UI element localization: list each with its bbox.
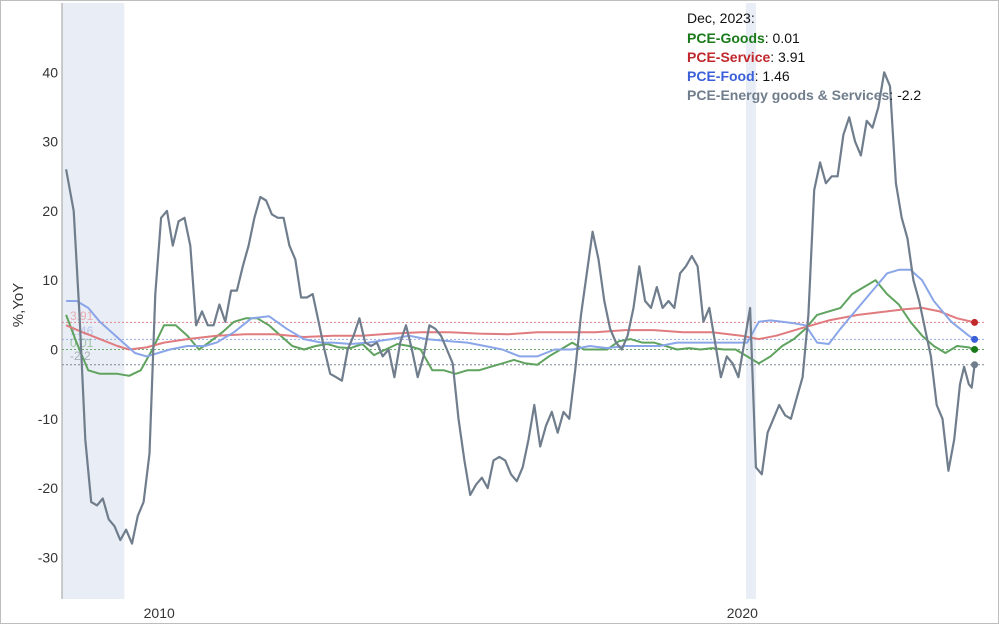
legend-title: Dec, 2023: — [687, 10, 755, 26]
legend-entry: PCE-Goods: 0.01 — [687, 30, 800, 46]
y-axis-label: %,YoY — [10, 283, 27, 327]
series-lines — [65, 71, 976, 545]
x-tick-label: 2020 — [727, 605, 758, 621]
y-tick-label: 30 — [42, 134, 58, 150]
end-marker — [971, 361, 979, 369]
series-line — [65, 279, 975, 377]
y-tick-label: -30 — [38, 549, 58, 565]
legend-series-value: : 1.46 — [755, 68, 790, 84]
y-tick-label: 40 — [42, 64, 58, 80]
series-line — [66, 268, 976, 358]
reference-lines — [62, 321, 985, 366]
legend-series-name: PCE-Energy goods & Services — [687, 87, 890, 103]
legend: Dec, 2023: PCE-Goods: 0.01 PCE-Service: 3… — [687, 10, 921, 103]
legend-series-value: : 0.01 — [765, 30, 800, 46]
y-axis-ticks: -30 -20 -10 0 10 20 30 40 — [38, 64, 58, 565]
y-tick-label: -10 — [38, 411, 58, 427]
x-axis-ticks: 2010 2020 — [144, 605, 758, 621]
end-marker — [971, 345, 979, 353]
y-tick-label: 20 — [42, 203, 58, 219]
end-markers — [971, 318, 979, 369]
x-tick-label: 2010 — [144, 605, 175, 621]
legend-series-value: : 3.91 — [770, 49, 805, 65]
series-line — [65, 71, 976, 545]
series-line — [65, 306, 975, 351]
end-marker — [971, 335, 979, 343]
legend-series-name: PCE-Food — [687, 68, 755, 84]
legend-series-name: PCE-Service — [687, 49, 770, 65]
y-tick-label: 10 — [42, 272, 58, 288]
y-tick-label: -20 — [38, 480, 58, 496]
legend-entry: PCE-Food: 1.46 — [687, 68, 790, 84]
recession-band-1 — [746, 3, 756, 599]
legend-series-name: PCE-Goods — [687, 30, 765, 46]
end-value-label: 3.91 — [70, 309, 94, 323]
y-tick-label: 0 — [50, 342, 58, 358]
legend-entry: PCE-Service: 3.91 — [687, 49, 806, 65]
end-marker — [971, 318, 979, 326]
legend-entry: PCE-Energy goods & Services: -2.2 — [687, 87, 921, 103]
legend-series-value: : -2.2 — [889, 87, 921, 103]
